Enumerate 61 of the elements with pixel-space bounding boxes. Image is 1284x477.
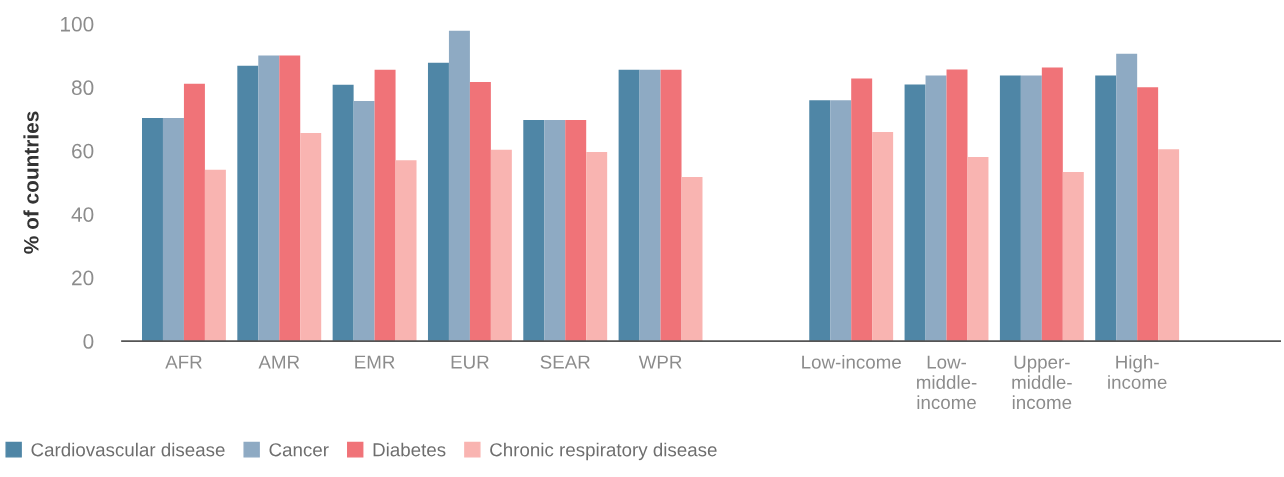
bar (872, 132, 894, 342)
x-tick-label: High- income (1108, 354, 1167, 389)
bar (448, 30, 470, 342)
bar (925, 75, 947, 342)
y-tick-label: 100 (61, 16, 94, 32)
bar (681, 177, 703, 342)
legend-label: Cardiovascular disease (31, 442, 225, 457)
bar (490, 149, 512, 342)
x-tick-label: Low-income (802, 354, 901, 369)
bar (523, 119, 545, 342)
bar (300, 132, 322, 342)
bar (1137, 87, 1159, 342)
bar (183, 83, 205, 342)
bar (162, 118, 184, 342)
bar (660, 69, 682, 342)
bar (237, 65, 259, 342)
x-tick-label: AMR (258, 355, 300, 369)
bar (279, 55, 301, 342)
x-tick-label: SEAR (540, 355, 590, 369)
x-tick-label: EMR (355, 355, 395, 369)
bar (586, 152, 608, 342)
y-tick-label: 60 (72, 143, 94, 159)
bar (332, 84, 354, 342)
bar (946, 69, 968, 342)
bar (204, 169, 226, 342)
bar (999, 75, 1021, 342)
x-tick-label: WPR (638, 355, 682, 369)
bar (639, 69, 661, 342)
bar (1062, 171, 1084, 342)
bar (374, 69, 396, 342)
x-tick-label: Upper- middle- income (1012, 355, 1072, 410)
x-tick-label: EUR (451, 355, 489, 369)
x-tick-label: Low- middle- income (917, 355, 977, 410)
bar (142, 118, 163, 342)
bar (565, 119, 587, 342)
bar (258, 55, 280, 342)
y-tick-label: 0 (83, 334, 94, 349)
bar (830, 100, 852, 342)
bar (809, 100, 831, 342)
bar (851, 78, 873, 342)
bar (618, 69, 640, 342)
bar (1158, 149, 1180, 342)
legend-label: Chronic respiratory disease (490, 442, 717, 461)
bar (427, 62, 449, 342)
y-tick-label: 20 (72, 270, 94, 286)
bar (967, 157, 989, 342)
bar (395, 160, 417, 342)
bar (469, 81, 491, 342)
bar (544, 119, 566, 342)
bar (1116, 53, 1138, 342)
bar (904, 84, 926, 342)
legend-label: Diabetes (373, 442, 446, 457)
bar (1020, 75, 1042, 342)
legend-label: Cancer (269, 443, 329, 457)
bar (353, 100, 375, 342)
y-axis-title: % of countries (23, 111, 39, 254)
y-tick-label: 40 (71, 207, 94, 222)
x-tick-label: AFR (165, 355, 202, 369)
y-tick-label: 80 (71, 80, 94, 96)
bar (1095, 75, 1117, 342)
bar (1041, 67, 1063, 342)
